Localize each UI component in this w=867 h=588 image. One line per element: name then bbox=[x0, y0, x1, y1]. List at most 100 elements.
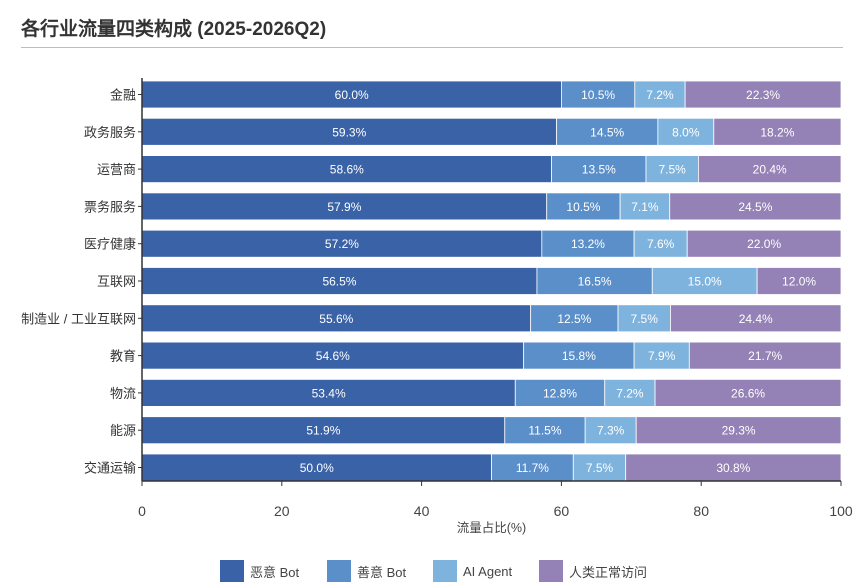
bar-segment-malicious-bot bbox=[141, 416, 506, 445]
bar-segment-malicious-bot bbox=[141, 229, 543, 258]
data-label: 60.0% bbox=[335, 88, 369, 102]
bar-segment-human-visit bbox=[635, 416, 842, 445]
data-label: 29.3% bbox=[722, 424, 756, 438]
data-label: 20.4% bbox=[753, 163, 787, 177]
data-label: 54.6% bbox=[316, 349, 350, 363]
bar-segment-malicious-bot bbox=[141, 453, 492, 482]
data-label: 10.5% bbox=[581, 88, 615, 102]
data-label: 14.5% bbox=[590, 125, 624, 139]
data-label: 56.5% bbox=[322, 275, 356, 289]
category-label: 制造业 / 工业互联网 bbox=[21, 311, 136, 326]
title-divider bbox=[21, 47, 843, 48]
bar-segment-human-visit bbox=[713, 117, 842, 146]
legend-label: 恶意 Bot bbox=[250, 564, 300, 580]
category-label: 票务服务 bbox=[84, 199, 136, 214]
bar-segment-ai-agent bbox=[617, 304, 671, 333]
bar-segment-good-bot bbox=[536, 267, 653, 295]
bar-segment-human-visit bbox=[684, 80, 842, 109]
bar-segment-ai-agent bbox=[584, 416, 637, 445]
bar-segment-ai-agent bbox=[634, 80, 686, 109]
x-axis-label: 流量占比(%) bbox=[457, 520, 526, 535]
data-label: 7.2% bbox=[616, 386, 644, 400]
x-tick-label: 40 bbox=[414, 503, 430, 519]
data-label: 12.5% bbox=[557, 312, 591, 326]
bar-segment-good-bot bbox=[541, 229, 635, 258]
data-label: 7.5% bbox=[586, 461, 614, 475]
data-label: 7.3% bbox=[597, 424, 625, 438]
category-label: 运营商 bbox=[97, 162, 136, 177]
data-label: 7.6% bbox=[647, 237, 675, 251]
legend-item-malicious-bot[interactable]: 恶意 Bot bbox=[220, 560, 299, 582]
data-label: 15.0% bbox=[688, 275, 722, 289]
x-tick-label: 0 bbox=[138, 503, 146, 519]
bar-segment-human-visit bbox=[688, 341, 842, 370]
bar-segment-human-visit bbox=[698, 155, 842, 184]
bar-segment-malicious-bot bbox=[141, 267, 538, 295]
data-label: 7.5% bbox=[631, 312, 659, 326]
bar-segment-malicious-bot bbox=[141, 378, 516, 407]
data-label: 10.5% bbox=[566, 200, 600, 214]
bar-segment-human-visit bbox=[654, 378, 842, 407]
data-label: 8.0% bbox=[672, 125, 700, 139]
bar-segment-good-bot bbox=[551, 155, 647, 184]
chart-title: 各行业流量四类构成 (2025-2026Q2) bbox=[21, 19, 327, 40]
x-tick-label: 20 bbox=[274, 503, 290, 519]
bar-segment-ai-agent bbox=[645, 155, 699, 184]
data-label: 11.5% bbox=[528, 424, 561, 438]
data-label: 13.5% bbox=[582, 163, 616, 177]
legend-swatch bbox=[327, 560, 351, 582]
category-label: 金融 bbox=[110, 88, 136, 103]
bar-segment-ai-agent bbox=[604, 378, 656, 407]
data-label: 59.3% bbox=[332, 125, 366, 139]
legend-swatch bbox=[433, 560, 457, 582]
bar-segment-good-bot bbox=[491, 453, 574, 482]
bar-segment-good-bot bbox=[556, 117, 659, 146]
x-tick-label: 80 bbox=[693, 503, 709, 519]
data-label: 7.9% bbox=[648, 349, 676, 363]
bar-segment-human-visit bbox=[670, 304, 842, 333]
legend-swatch bbox=[539, 560, 563, 582]
bar-segment-good-bot bbox=[561, 80, 636, 109]
data-label: 57.9% bbox=[327, 200, 361, 214]
bar-segment-good-bot bbox=[504, 416, 586, 445]
category-label: 政务服务 bbox=[84, 125, 136, 140]
legend-item-ai-agent[interactable]: AI Agent bbox=[433, 560, 512, 582]
data-label: 12.0% bbox=[782, 275, 816, 289]
data-label: 15.8% bbox=[562, 349, 596, 363]
legend-label: 人类正常访问 bbox=[569, 564, 648, 580]
bar-segment-ai-agent bbox=[619, 192, 671, 221]
category-label: 物流 bbox=[110, 386, 136, 401]
legend-swatch bbox=[220, 560, 244, 582]
stacked-bar-chart: 60.0% 10.5% 7.2% 22.3% 金融 59.3% 14.5% 8.0% 18.2%… bbox=[21, 78, 853, 535]
bar-segment-malicious-bot bbox=[141, 155, 553, 184]
bar-segment-ai-agent bbox=[651, 267, 758, 295]
bar-segment-malicious-bot bbox=[141, 117, 557, 146]
bar-segment-human-visit bbox=[686, 229, 842, 258]
legend-label: 善意 Bot bbox=[357, 564, 407, 580]
category-label: 交通运输 bbox=[84, 461, 136, 476]
data-label: 7.5% bbox=[659, 163, 687, 177]
data-label: 24.5% bbox=[738, 200, 772, 214]
data-label: 51.9% bbox=[306, 424, 340, 438]
data-label: 18.2% bbox=[760, 125, 794, 139]
data-label: 55.6% bbox=[319, 312, 353, 326]
data-label: 24.4% bbox=[739, 312, 773, 326]
data-label: 50.0% bbox=[300, 461, 334, 475]
data-label: 57.2% bbox=[325, 237, 359, 251]
data-label: 21.7% bbox=[748, 349, 782, 363]
data-label: 7.2% bbox=[646, 88, 674, 102]
category-label: 能源 bbox=[110, 423, 136, 438]
legend-item-good-bot[interactable]: 善意 Bot bbox=[327, 560, 406, 582]
legend-label: AI Agent bbox=[463, 563, 513, 579]
data-label: 26.6% bbox=[731, 386, 765, 400]
category-label: 教育 bbox=[110, 349, 136, 364]
chart-legend: 恶意 Bot 善意 Bot AI Agent 人类正常访问 bbox=[0, 560, 867, 582]
bar-segment-human-visit bbox=[669, 192, 842, 221]
data-label: 11.7% bbox=[516, 461, 549, 475]
legend-item-human-visit[interactable]: 人类正常访问 bbox=[539, 560, 647, 582]
x-tick-label: 100 bbox=[829, 503, 853, 519]
category-label: 医疗健康 bbox=[84, 237, 136, 252]
bar-segment-good-bot bbox=[523, 341, 635, 370]
data-label: 53.4% bbox=[312, 386, 346, 400]
category-label: 互联网 bbox=[97, 274, 136, 289]
